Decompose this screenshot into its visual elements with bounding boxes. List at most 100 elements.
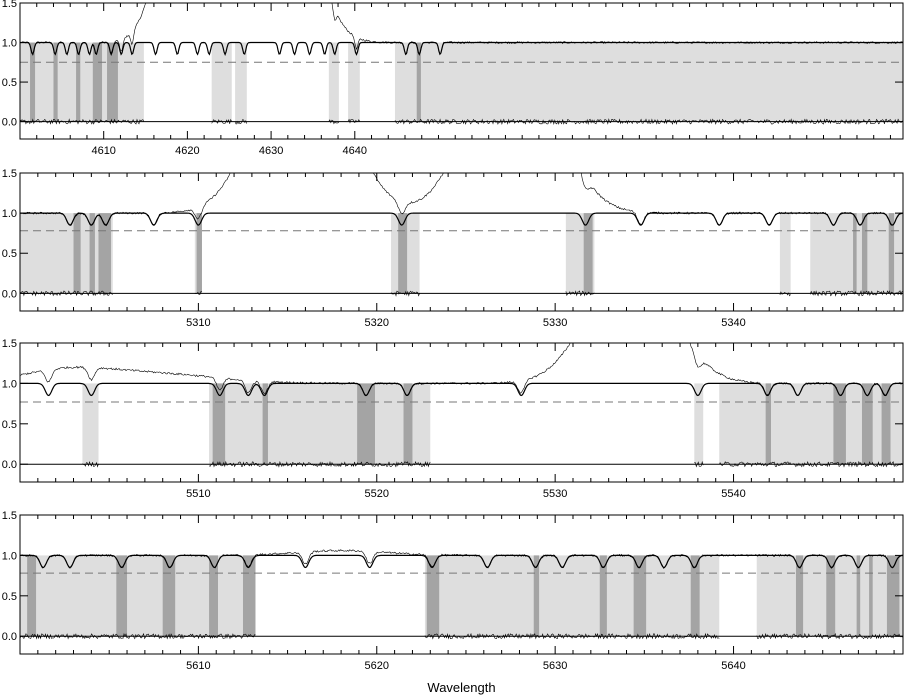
x-tick-label: 4640 <box>343 145 367 157</box>
observed-spectrum <box>20 173 903 227</box>
masked-line <box>765 383 771 465</box>
masked-line <box>856 555 861 637</box>
observed-spectrum <box>20 549 903 569</box>
y-tick-label: 0.5 <box>2 77 17 89</box>
masked-line <box>416 42 421 122</box>
x-tick-label: 4610 <box>91 145 115 157</box>
residual-curve <box>211 118 233 124</box>
masked-line <box>116 555 128 637</box>
residual-curve <box>719 460 903 468</box>
residual-curve <box>756 632 903 640</box>
panel-4: 0.0 0.5 1.0 1.5 5610 5620 5630 5640 Wavelength <box>2 510 904 695</box>
masked-line <box>162 555 176 637</box>
residual-curve <box>779 291 791 297</box>
observed-spectrum <box>20 3 903 56</box>
x-tick-label: 5640 <box>721 660 745 672</box>
masked-line <box>98 213 111 294</box>
panel-3: 0.0 0.5 1.0 1.5 5510 5520 5530 5540 <box>2 338 904 500</box>
x-tick-label: 5310 <box>186 317 210 329</box>
x-axis-label: Wavelength <box>427 680 495 695</box>
masked-line <box>583 213 593 294</box>
residual-curve <box>390 290 420 297</box>
masked-line <box>861 383 873 465</box>
plot-area-2 <box>20 173 903 297</box>
masked-line <box>30 42 36 122</box>
x-tick-label: 4620 <box>175 145 199 157</box>
residual-curve <box>809 290 903 297</box>
fit-region <box>20 555 256 637</box>
residual-curve <box>328 119 340 125</box>
y-tick-label: 1.5 <box>2 338 17 350</box>
fit-region <box>424 555 720 637</box>
residual-curve <box>565 290 595 297</box>
model-spectrum <box>20 382 903 397</box>
masked-line <box>426 555 440 637</box>
residual-curve <box>208 460 431 468</box>
x-tick-label: 5630 <box>543 660 567 672</box>
residual-curve <box>347 118 361 124</box>
fit-region <box>694 383 704 465</box>
masked-line <box>242 555 256 637</box>
residual-curve <box>82 461 99 468</box>
masked-line <box>76 42 81 122</box>
residual-curve <box>20 118 145 125</box>
masked-line <box>53 42 58 122</box>
y-tick-label: 0.0 <box>2 459 17 471</box>
masked-line <box>861 213 868 294</box>
masked-line <box>795 555 804 637</box>
panel-1: 0.0 0.5 1.0 1.5 4610 4620 4630 4640 <box>2 0 904 157</box>
masked-line <box>92 42 103 122</box>
y-tick-label: 0.0 <box>2 117 17 129</box>
masked-line <box>196 213 202 294</box>
residual-curve <box>694 460 704 468</box>
y-tick-label: 1.0 <box>2 38 17 50</box>
x-tick-label: 4630 <box>259 145 283 157</box>
fit-region <box>20 213 113 294</box>
fit-region <box>394 42 903 122</box>
x-tick-label: 5520 <box>365 488 389 500</box>
masked-line <box>73 213 81 294</box>
masked-line <box>262 383 268 465</box>
x-tick-label: 5610 <box>186 660 210 672</box>
masked-line <box>403 383 413 465</box>
fit-region <box>211 42 232 122</box>
x-tick-label: 5540 <box>721 488 745 500</box>
residual-curve <box>234 118 248 125</box>
masked-line <box>599 555 607 637</box>
y-tick-label: 1.0 <box>2 208 17 220</box>
fit-region <box>235 42 247 122</box>
axes-frame <box>19 514 904 655</box>
residual-curve <box>424 632 720 640</box>
y-tick-label: 1.5 <box>2 0 17 10</box>
masked-line <box>826 555 836 637</box>
y-tick-label: 0.0 <box>2 288 17 300</box>
plot-area-1 <box>20 3 903 126</box>
fit-region <box>328 42 339 122</box>
residual-curve <box>394 118 903 126</box>
panel-2: 0.0 0.5 1.0 1.5 5310 5320 5330 5340 <box>2 168 904 329</box>
y-tick-label: 1.0 <box>2 550 17 562</box>
x-tick-label: 5330 <box>543 317 567 329</box>
x-tick-label: 5510 <box>186 488 210 500</box>
axes-frame <box>19 2 904 140</box>
fit-region <box>82 383 99 465</box>
y-tick-label: 0.5 <box>2 419 17 431</box>
y-tick-label: 0.0 <box>2 631 17 643</box>
fit-region <box>719 383 903 465</box>
masked-line <box>833 383 846 465</box>
fit-region <box>20 42 144 122</box>
masked-line <box>398 213 408 294</box>
y-tick-label: 1.5 <box>2 168 17 180</box>
masked-line <box>107 42 118 122</box>
residual-curve <box>20 632 256 640</box>
y-tick-label: 0.5 <box>2 591 17 603</box>
residual-curve <box>20 290 113 297</box>
masked-line <box>89 213 95 294</box>
x-tick-label: 5620 <box>365 660 389 672</box>
fit-region <box>779 213 791 294</box>
fit-region <box>348 42 360 122</box>
masked-line <box>27 555 37 637</box>
masked-line <box>357 383 375 465</box>
y-tick-label: 0.5 <box>2 248 17 260</box>
